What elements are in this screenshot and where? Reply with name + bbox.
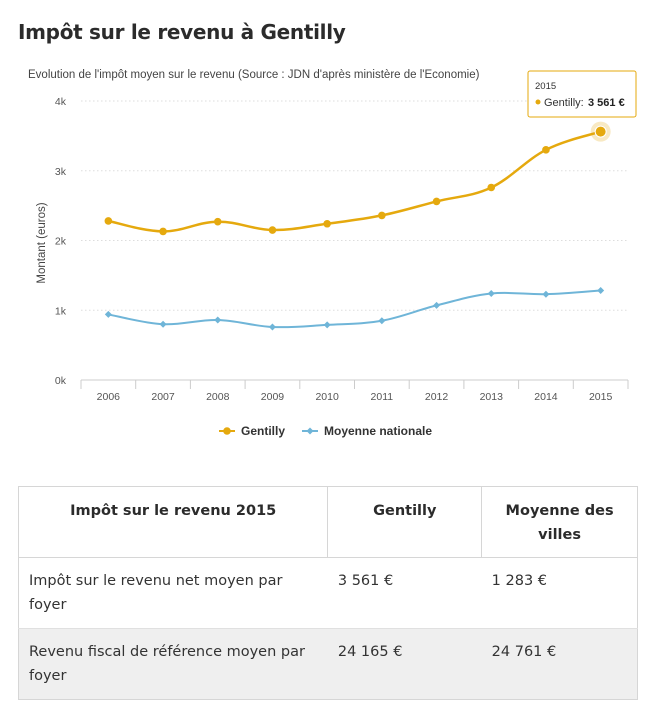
table-header-gentilly: Gentilly bbox=[327, 486, 483, 558]
x-tick-label: 2009 bbox=[261, 391, 285, 403]
data-point bbox=[104, 310, 112, 318]
hover-point bbox=[594, 125, 607, 138]
data-point bbox=[487, 183, 496, 192]
tax-table: Impôt sur le revenu 2015 Gentilly Moyenn… bbox=[17, 486, 638, 700]
series-line bbox=[108, 289, 601, 329]
data-point bbox=[323, 321, 331, 329]
line-chart: Evolution de l'impôt moyen sur le revenu… bbox=[28, 69, 637, 438]
x-tick-label: 2013 bbox=[480, 391, 504, 403]
data-point bbox=[214, 316, 222, 324]
y-tick-label: 1k bbox=[55, 305, 67, 317]
legend-item-moyenne-nationale[interactable]: Moyenne nationale bbox=[302, 424, 432, 438]
y-axis-title: Montant (euros) bbox=[36, 202, 48, 283]
x-tick-label: 2014 bbox=[534, 391, 558, 403]
table-cell-gentilly: 24 165 € bbox=[327, 628, 482, 700]
y-tick-label: 0k bbox=[55, 375, 67, 387]
tooltip-bullet bbox=[535, 99, 541, 105]
data-point bbox=[268, 323, 276, 331]
x-tick-label: 2015 bbox=[589, 391, 613, 403]
table-cell-label: Revenu fiscal de référence moyen par foy… bbox=[18, 628, 328, 700]
table-cell-average: 24 761 € bbox=[481, 628, 638, 700]
x-tick-label: 2006 bbox=[97, 391, 121, 403]
table-header-average: Moyenne des villes bbox=[481, 486, 638, 558]
chart-subtitle: Evolution de l'impôt moyen sur le revenu… bbox=[28, 69, 480, 81]
data-point bbox=[542, 146, 550, 154]
table-cell-label: Impôt sur le revenu net moyen par foyer bbox=[18, 557, 328, 629]
data-point bbox=[432, 197, 441, 206]
x-tick-label: 2007 bbox=[151, 391, 175, 403]
tooltip-box bbox=[527, 70, 637, 118]
data-point bbox=[433, 301, 441, 309]
series-moyenne-nationale bbox=[104, 287, 605, 331]
data-point bbox=[542, 290, 550, 298]
tooltip-year: 2015 bbox=[535, 81, 556, 92]
series-gentilly bbox=[104, 127, 605, 236]
legend-label: Gentilly bbox=[241, 424, 285, 438]
legend-item-gentilly[interactable]: Gentilly bbox=[219, 424, 285, 438]
data-point bbox=[104, 217, 113, 225]
data-point bbox=[323, 219, 331, 228]
data-point bbox=[487, 290, 495, 298]
chart-container: Evolution de l'impôt moyen sur le revenu… bbox=[0, 58, 646, 458]
series-line bbox=[108, 130, 601, 233]
data-point bbox=[268, 226, 277, 234]
data-point bbox=[159, 320, 167, 328]
table-cell-average: 1 283 € bbox=[481, 557, 638, 629]
legend-label: Moyenne nationale bbox=[324, 424, 432, 438]
legend-marker bbox=[306, 427, 314, 435]
table-header-topic: Impôt sur le revenu 2015 bbox=[17, 486, 329, 558]
legend-marker bbox=[223, 427, 231, 435]
x-tick-label: 2008 bbox=[206, 391, 230, 403]
data-point bbox=[159, 227, 167, 236]
tooltip-value: 3 561 € bbox=[588, 97, 625, 109]
table-row: Impôt sur le revenu net moyen par foyer … bbox=[18, 557, 638, 629]
y-tick-label: 3k bbox=[55, 166, 67, 178]
table-header-row: Impôt sur le revenu 2015 Gentilly Moyenn… bbox=[17, 486, 638, 558]
data-point bbox=[378, 317, 386, 325]
table-row: Revenu fiscal de référence moyen par foy… bbox=[18, 628, 638, 700]
x-tick-label: 2010 bbox=[315, 391, 339, 403]
y-tick-label: 2k bbox=[55, 236, 67, 248]
y-tick-label: 4k bbox=[55, 96, 67, 108]
x-tick-label: 2011 bbox=[371, 391, 394, 403]
chart-tooltip: 2015 Gentilly: 3 561 € bbox=[527, 70, 637, 118]
page-title: Impôt sur le revenu à Gentilly bbox=[18, 20, 346, 44]
table-cell-gentilly: 3 561 € bbox=[327, 557, 482, 629]
data-point bbox=[213, 217, 222, 226]
x-tick-label: 2012 bbox=[425, 391, 449, 403]
data-point bbox=[597, 287, 605, 295]
tooltip-label: Gentilly: bbox=[544, 97, 584, 109]
data-point bbox=[378, 211, 386, 220]
